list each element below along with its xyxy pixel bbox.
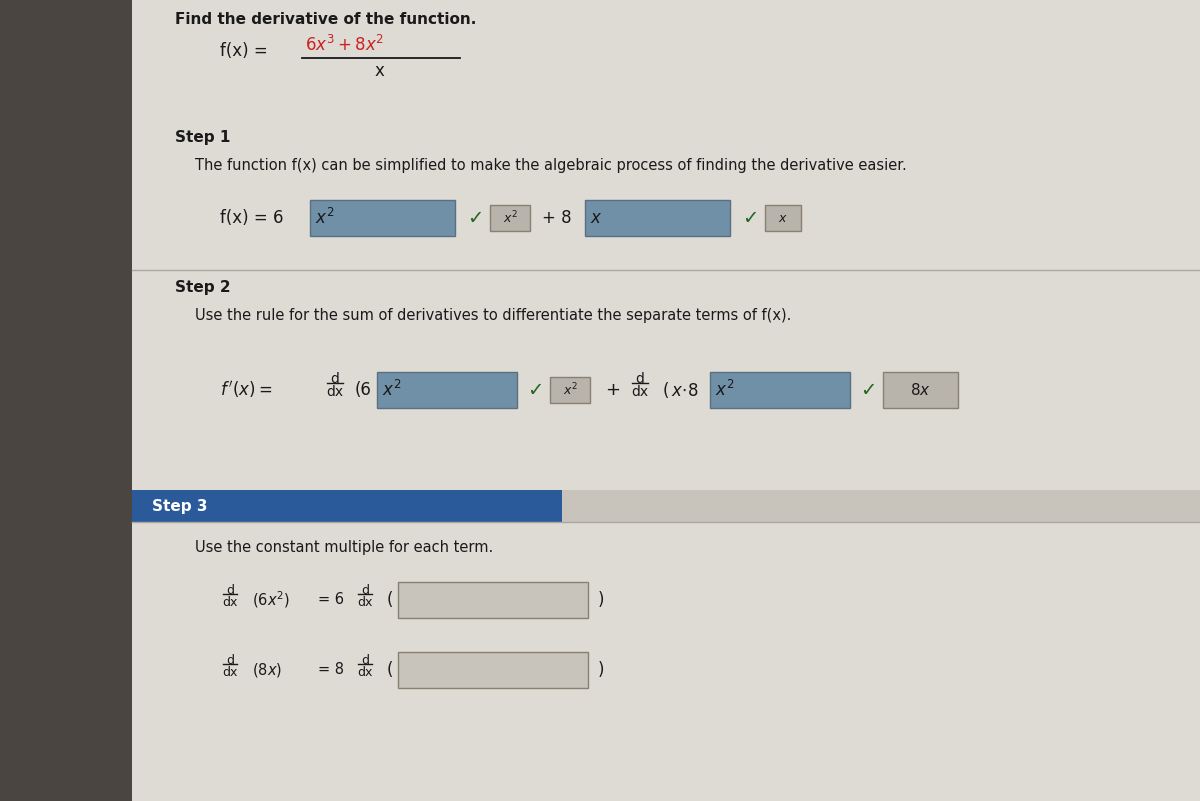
FancyBboxPatch shape [398,582,588,618]
FancyBboxPatch shape [132,490,562,522]
FancyBboxPatch shape [900,500,1200,801]
FancyBboxPatch shape [710,372,850,408]
FancyBboxPatch shape [766,205,802,231]
Text: = 8: = 8 [318,662,344,678]
Text: d: d [636,372,644,386]
Text: = 6: = 6 [318,593,344,607]
Text: Step 2: Step 2 [175,280,230,295]
Text: d: d [361,584,370,597]
Text: (6: (6 [355,381,372,399]
Text: d: d [361,654,370,667]
FancyBboxPatch shape [490,205,530,231]
Text: d: d [226,654,234,667]
FancyBboxPatch shape [377,372,517,408]
Text: $f\,'(x) =$: $f\,'(x) =$ [220,380,272,400]
FancyBboxPatch shape [550,377,590,403]
Text: $x^2$: $x^2$ [503,210,517,227]
Text: Use the rule for the sum of derivatives to differentiate the separate terms of f: Use the rule for the sum of derivatives … [194,308,791,323]
Text: dx: dx [358,666,373,679]
Text: $(6x^2)$: $(6x^2)$ [252,590,289,610]
FancyBboxPatch shape [0,0,132,801]
Text: d: d [226,584,234,597]
Text: ✓: ✓ [467,208,484,227]
Text: $x$: $x$ [590,209,602,227]
Text: d: d [330,372,340,386]
Text: $x^2$: $x^2$ [314,208,335,228]
FancyBboxPatch shape [132,0,1200,801]
Text: The function f(x) can be simplified to make the algebraic process of finding the: The function f(x) can be simplified to m… [194,158,907,173]
Text: Use the constant multiple for each term.: Use the constant multiple for each term. [194,540,493,555]
FancyBboxPatch shape [883,372,958,408]
FancyBboxPatch shape [586,200,730,236]
Text: + 8: + 8 [542,209,571,227]
Text: ): ) [598,591,605,609]
FancyBboxPatch shape [562,490,1200,522]
Text: f(x) =: f(x) = [220,42,268,60]
Text: dx: dx [326,385,343,399]
Text: +: + [605,381,620,399]
Text: dx: dx [222,666,238,679]
FancyBboxPatch shape [310,200,455,236]
Text: dx: dx [631,385,648,399]
Text: dx: dx [358,596,373,609]
Text: dx: dx [222,596,238,609]
Text: $x^2$: $x^2$ [382,380,401,400]
Text: ✓: ✓ [860,380,876,400]
Text: Step 1: Step 1 [175,130,230,145]
FancyBboxPatch shape [398,652,588,688]
Text: $6x^3 + 8x^2$: $6x^3 + 8x^2$ [305,35,384,55]
Text: ✓: ✓ [742,208,758,227]
Text: $x$: $x$ [778,211,788,224]
Text: (: ( [386,661,394,679]
Text: $x^2$: $x^2$ [715,380,734,400]
Text: $(8x)$: $(8x)$ [252,661,282,679]
Text: $x^2$: $x^2$ [563,382,577,398]
Text: Find the derivative of the function.: Find the derivative of the function. [175,12,476,27]
Text: (: ( [386,591,394,609]
Text: $8x$: $8x$ [910,382,930,398]
Text: ): ) [598,661,605,679]
Text: $(\,x\!\cdot\!8$: $(\,x\!\cdot\!8$ [662,380,698,400]
Text: ✓: ✓ [527,380,544,400]
Text: Step 3: Step 3 [152,498,208,513]
Text: x: x [374,62,385,80]
Text: f(x) = 6: f(x) = 6 [220,209,283,227]
